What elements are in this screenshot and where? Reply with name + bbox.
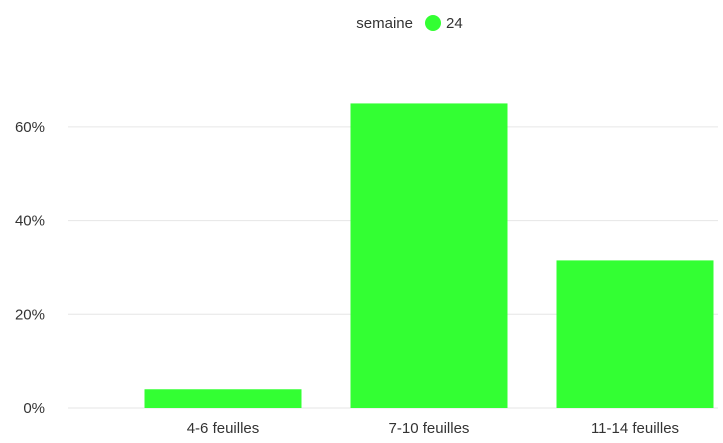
bar[interactable] [556, 260, 714, 408]
y-tick-label: 40% [15, 213, 45, 230]
x-axis-tick-labels: 4-6 feuilles 7-10 feuilles 11-14 feuilles [187, 420, 679, 437]
x-tick-label: 4-6 feuilles [187, 420, 260, 437]
x-tick-label: 7-10 feuilles [389, 420, 470, 437]
y-tick-label: 0% [23, 400, 45, 417]
x-tick-label: 11-14 feuilles [591, 420, 679, 437]
legend-label-series-24: 24 [446, 15, 463, 32]
bar[interactable] [350, 103, 508, 408]
y-axis-tick-labels: 0% 20% 40% 60% [15, 119, 45, 417]
y-tick-label: 20% [15, 306, 45, 323]
y-tick-label: 60% [15, 119, 45, 136]
bars [144, 103, 714, 408]
legend-title: semaine [356, 15, 413, 32]
legend-marker-series-24 [425, 15, 441, 31]
legend: semaine 24 [356, 15, 463, 32]
bar[interactable] [144, 389, 302, 408]
